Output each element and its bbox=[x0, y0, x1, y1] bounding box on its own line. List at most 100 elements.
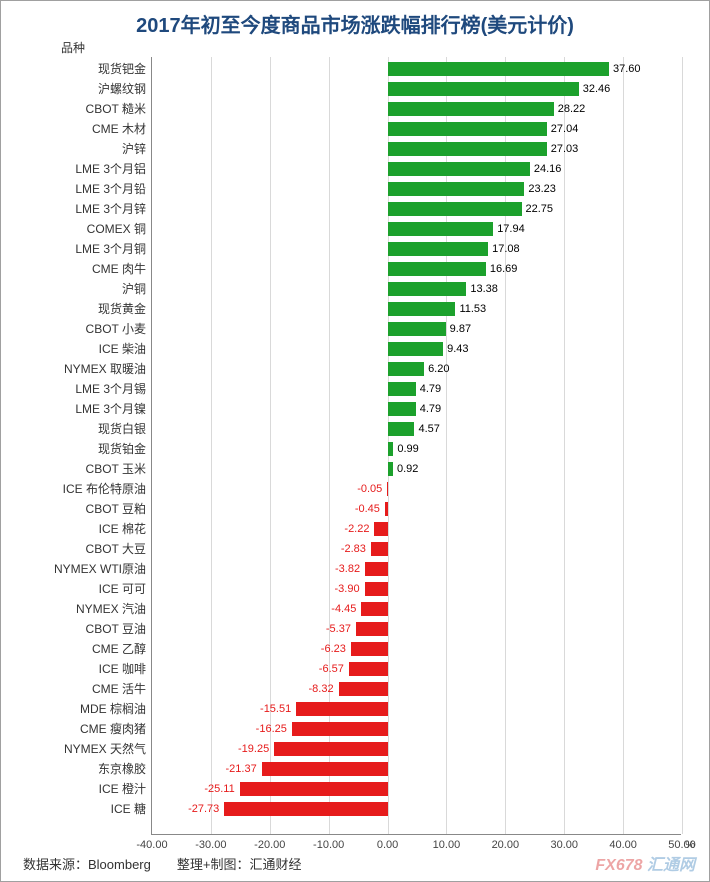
chart-title: 2017年初至今度商品市场涨跌幅排行榜(美元计价) bbox=[1, 1, 709, 38]
value-label: 4.79 bbox=[420, 399, 441, 419]
x-tick-label: -20.00 bbox=[254, 839, 285, 851]
bar bbox=[388, 342, 444, 356]
category-label: CME 活牛 bbox=[92, 679, 146, 699]
bar-row: LME 3个月锌22.75 bbox=[152, 199, 681, 219]
value-label: 9.43 bbox=[447, 339, 468, 359]
bar bbox=[388, 242, 489, 256]
category-label: LME 3个月铝 bbox=[75, 159, 146, 179]
value-label: -5.37 bbox=[326, 619, 351, 639]
bar-row: 现货黄金11.53 bbox=[152, 299, 681, 319]
bar bbox=[388, 462, 393, 476]
bar bbox=[240, 782, 388, 796]
x-axis-unit: % bbox=[685, 839, 695, 851]
value-label: -6.57 bbox=[319, 659, 344, 679]
category-label: 现货铂金 bbox=[98, 439, 146, 459]
category-label: 东京橡胶 bbox=[98, 759, 146, 779]
x-tick-label: -40.00 bbox=[136, 839, 167, 851]
bar bbox=[371, 542, 388, 556]
bar bbox=[349, 662, 388, 676]
category-label: CME 肉牛 bbox=[92, 259, 146, 279]
category-label: LME 3个月铜 bbox=[75, 239, 146, 259]
bar-row: CBOT 豆油-5.37 bbox=[152, 619, 681, 639]
category-label: 现货钯金 bbox=[98, 59, 146, 79]
bar bbox=[365, 582, 388, 596]
value-label: 13.38 bbox=[470, 279, 498, 299]
value-label: -0.05 bbox=[357, 479, 382, 499]
category-label: CBOT 玉米 bbox=[86, 459, 146, 479]
category-label: ICE 橙汁 bbox=[99, 779, 146, 799]
value-label: 23.23 bbox=[528, 179, 556, 199]
value-label: 0.92 bbox=[397, 459, 418, 479]
gridline bbox=[682, 57, 683, 834]
bar-row: COMEX 铜17.94 bbox=[152, 219, 681, 239]
bar bbox=[292, 722, 388, 736]
category-label: CBOT 豆粕 bbox=[86, 499, 146, 519]
bar-row: 现货白银4.57 bbox=[152, 419, 681, 439]
bar bbox=[351, 642, 388, 656]
value-label: 24.16 bbox=[534, 159, 562, 179]
plot-area: -40.00-30.00-20.00-10.000.0010.0020.0030… bbox=[151, 57, 681, 835]
x-tick-label: 30.00 bbox=[550, 839, 578, 851]
bar bbox=[388, 142, 547, 156]
category-label: 沪铜 bbox=[122, 279, 146, 299]
bar bbox=[388, 262, 486, 276]
category-label: 现货黄金 bbox=[98, 299, 146, 319]
value-label: -27.73 bbox=[188, 799, 219, 819]
x-tick-label: 40.00 bbox=[609, 839, 637, 851]
bar-row: LME 3个月铜17.08 bbox=[152, 239, 681, 259]
category-label: CME 乙醇 bbox=[92, 639, 146, 659]
category-label: LME 3个月锌 bbox=[75, 199, 146, 219]
source-text: 数据来源：Bloomberg 整理+制图：汇通财经 bbox=[23, 854, 301, 873]
bar-row: ICE 可可-3.90 bbox=[152, 579, 681, 599]
category-label: ICE 糖 bbox=[111, 799, 146, 819]
bar-row: ICE 橙汁-25.11 bbox=[152, 779, 681, 799]
watermark-a: FX678 bbox=[595, 857, 642, 874]
bar-row: NYMEX 取暖油6.20 bbox=[152, 359, 681, 379]
bar-row: CME 肉牛16.69 bbox=[152, 259, 681, 279]
bar bbox=[339, 682, 388, 696]
bar-row: 现货钯金37.60 bbox=[152, 59, 681, 79]
category-label: CME 木材 bbox=[92, 119, 146, 139]
bar bbox=[388, 382, 416, 396]
bar-row: NYMEX 天然气-19.25 bbox=[152, 739, 681, 759]
value-label: 17.94 bbox=[497, 219, 525, 239]
y-axis-title: 品种 bbox=[61, 39, 85, 56]
watermark: FX678 汇通网 bbox=[595, 851, 695, 875]
x-tick-label: 20.00 bbox=[492, 839, 520, 851]
bar bbox=[374, 522, 387, 536]
bar bbox=[388, 282, 467, 296]
value-label: -8.32 bbox=[308, 679, 333, 699]
bar bbox=[388, 222, 494, 236]
bar-row: LME 3个月铝24.16 bbox=[152, 159, 681, 179]
bar-row: LME 3个月铅23.23 bbox=[152, 179, 681, 199]
bar bbox=[224, 802, 387, 816]
x-tick-label: 0.00 bbox=[377, 839, 398, 851]
bar bbox=[296, 702, 387, 716]
category-label: NYMEX 汽油 bbox=[76, 599, 146, 619]
category-label: ICE 柴油 bbox=[99, 339, 146, 359]
value-label: 17.08 bbox=[492, 239, 520, 259]
bar-row: 沪螺纹钢32.46 bbox=[152, 79, 681, 99]
value-label: -2.83 bbox=[341, 539, 366, 559]
value-label: 0.99 bbox=[397, 439, 418, 459]
category-label: CBOT 小麦 bbox=[86, 319, 146, 339]
value-label: 4.57 bbox=[418, 419, 439, 439]
category-label: ICE 咖啡 bbox=[99, 659, 146, 679]
value-label: -6.23 bbox=[321, 639, 346, 659]
bar bbox=[365, 562, 387, 576]
category-label: MDE 棕榈油 bbox=[80, 699, 146, 719]
bar-row: 现货铂金0.99 bbox=[152, 439, 681, 459]
bar-row: LME 3个月镍4.79 bbox=[152, 399, 681, 419]
bar-row: NYMEX WTI原油-3.82 bbox=[152, 559, 681, 579]
bar bbox=[388, 402, 416, 416]
bar bbox=[388, 442, 394, 456]
category-label: NYMEX 天然气 bbox=[64, 739, 146, 759]
bar bbox=[388, 362, 425, 376]
bar bbox=[388, 82, 579, 96]
value-label: 22.75 bbox=[526, 199, 554, 219]
bar-row: NYMEX 汽油-4.45 bbox=[152, 599, 681, 619]
bar bbox=[262, 762, 388, 776]
category-label: LME 3个月铅 bbox=[75, 179, 146, 199]
bar-row: ICE 糖-27.73 bbox=[152, 799, 681, 819]
bar bbox=[388, 102, 554, 116]
